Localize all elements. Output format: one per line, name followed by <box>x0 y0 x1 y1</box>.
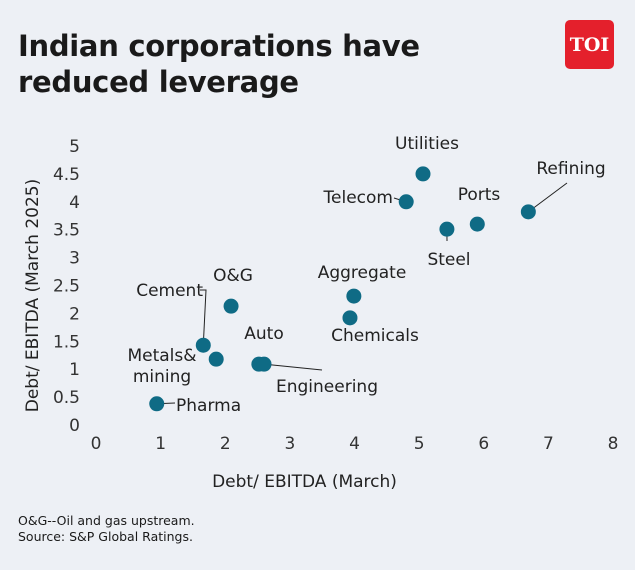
y-tick-label: 4 <box>69 193 80 213</box>
point-label: Telecom <box>323 188 393 208</box>
data-point <box>346 288 362 304</box>
y-axis-label: Debt/ EBITDA (March 2025) <box>23 179 43 413</box>
footnotes: O&G--Oil and gas upstream. Source: S&P G… <box>18 513 195 545</box>
point-label: Refining <box>536 159 605 179</box>
y-tick-label: 2 <box>69 304 80 324</box>
x-tick-label: 5 <box>414 434 425 454</box>
toi-logo: TOI <box>565 20 614 69</box>
point-label: Metals& mining <box>127 346 196 387</box>
point-label: Aggregate <box>318 263 407 283</box>
y-tick-label: 0 <box>69 416 80 436</box>
x-tick-label: 1 <box>155 434 166 454</box>
x-axis-label: Debt/ EBITDA (March) <box>212 472 397 492</box>
point-label: Chemicals <box>331 326 419 346</box>
point-label: Cement <box>136 281 203 301</box>
x-tick-label: 3 <box>284 434 295 454</box>
x-tick-label: 0 <box>91 434 102 454</box>
data-point <box>439 221 455 237</box>
x-tick-label: 8 <box>608 434 619 454</box>
y-tick-label: 0.5 <box>53 388 80 408</box>
x-tick-label: 7 <box>543 434 554 454</box>
data-point <box>520 204 536 220</box>
y-tick-label: 5 <box>69 137 80 157</box>
point-label: Utilities <box>395 134 459 154</box>
leader-line <box>200 289 207 346</box>
x-tick-label: 2 <box>220 434 231 454</box>
y-tick-label: 3.5 <box>53 221 80 241</box>
y-tick-label: 4.5 <box>53 165 80 185</box>
data-point <box>398 194 414 210</box>
point-label: Engineering <box>276 377 378 397</box>
y-tick-label: 1 <box>69 360 80 380</box>
title-line-1: Indian corporations have <box>18 29 420 63</box>
x-tick-label: 6 <box>478 434 489 454</box>
data-point <box>223 298 239 314</box>
y-tick-label: 1.5 <box>53 332 80 352</box>
point-label: Auto <box>244 324 283 344</box>
data-point <box>195 337 211 353</box>
y-tick-label: 3 <box>69 249 80 269</box>
point-label: Ports <box>458 185 501 205</box>
footnote-abbreviation: O&G--Oil and gas upstream. <box>18 513 195 528</box>
leader-line <box>528 182 568 213</box>
title-line-2: reduced leverage <box>18 65 299 99</box>
data-point <box>469 216 485 232</box>
leader-line <box>263 363 323 371</box>
data-point <box>342 310 358 326</box>
data-point <box>415 166 431 182</box>
footnote-source: Source: S&P Global Ratings. <box>18 529 193 544</box>
chart-title: Indian corporations have reduced leverag… <box>18 28 420 100</box>
point-label: Steel <box>427 250 470 270</box>
x-tick-label: 4 <box>349 434 360 454</box>
data-point <box>149 396 165 412</box>
point-label: Pharma <box>176 396 241 416</box>
y-tick-label: 2.5 <box>53 277 80 297</box>
data-point <box>208 351 224 367</box>
data-point <box>256 356 272 372</box>
point-label: O&G <box>213 266 253 286</box>
